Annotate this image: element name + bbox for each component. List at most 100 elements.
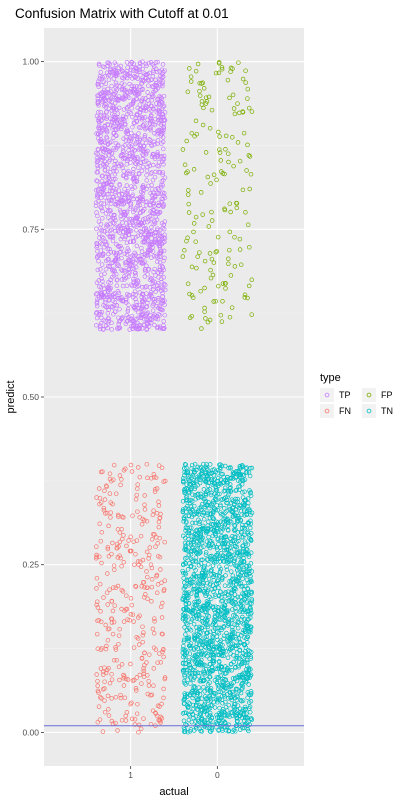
point-tn (215, 478, 221, 484)
point-fp (217, 150, 223, 155)
point-tn (235, 574, 240, 580)
point-tp (158, 118, 164, 123)
point-tp (112, 299, 118, 305)
point-tp (101, 79, 106, 84)
point-fp (218, 158, 224, 163)
point-tp (112, 105, 117, 111)
point-tn (224, 724, 230, 729)
point-tn (248, 649, 254, 655)
point-fn (98, 666, 104, 671)
point-tn (232, 563, 238, 568)
point-tn (205, 488, 211, 493)
point-fn (145, 691, 151, 697)
point-tp (135, 233, 141, 239)
point-tp (116, 319, 122, 324)
point-tp (152, 239, 157, 244)
point-tp (132, 250, 137, 256)
point-tn (234, 539, 239, 545)
point-tp (155, 259, 160, 265)
point-tp (137, 102, 143, 107)
point-fn (157, 535, 162, 541)
point-tn (212, 652, 217, 658)
point-tp (151, 208, 157, 213)
point-tn (244, 470, 250, 475)
point-tn (181, 575, 186, 581)
point-fn (134, 492, 139, 498)
point-fn (147, 545, 153, 550)
point-fn (100, 687, 106, 692)
point-tp (161, 235, 167, 240)
point-fn (134, 711, 140, 716)
point-tp (141, 307, 146, 313)
point-fp (230, 135, 235, 140)
x-tick-label: 0 (215, 770, 220, 780)
point-fn (129, 469, 135, 474)
point-tp (141, 143, 146, 149)
point-tn (214, 529, 219, 534)
point-tn (228, 519, 234, 525)
point-tp (118, 213, 124, 219)
point-tn (183, 616, 188, 622)
point-tp (126, 232, 132, 238)
point-tp (144, 304, 150, 309)
point-fn (151, 472, 157, 477)
point-tn (190, 707, 196, 712)
point-tn (187, 663, 193, 668)
point-tn (181, 639, 187, 645)
point-tn (239, 570, 244, 576)
point-tn (190, 559, 196, 564)
data-points (93, 59, 255, 735)
point-tn (246, 682, 251, 687)
point-tn (183, 601, 189, 607)
point-tn (187, 478, 192, 484)
point-tp (142, 267, 148, 272)
point-tp (103, 297, 108, 303)
point-tp (110, 293, 115, 298)
point-tp (97, 119, 102, 125)
point-fn (162, 676, 168, 682)
point-fn (101, 672, 106, 677)
point-tn (217, 712, 223, 717)
point-fn (121, 468, 127, 473)
point-tp (131, 222, 136, 228)
point-tp (125, 104, 130, 110)
point-tn (215, 507, 221, 513)
legend-key-bg (362, 388, 376, 402)
point-tp (102, 64, 107, 70)
point-fp (190, 295, 196, 300)
point-tn (193, 603, 198, 609)
point-tp (144, 172, 149, 178)
point-tp (110, 194, 115, 200)
point-tn (227, 518, 233, 524)
point-tp (159, 129, 165, 134)
point-tn (206, 541, 212, 547)
point-tp (131, 74, 137, 79)
point-tp (143, 140, 149, 146)
point-tn (223, 699, 228, 705)
point-tp (161, 222, 166, 228)
point-tn (239, 482, 245, 487)
point-tp (114, 242, 119, 247)
point-fn (159, 465, 165, 471)
point-tn (194, 591, 200, 597)
point-tp (124, 252, 130, 257)
point-tp (152, 156, 158, 162)
point-tp (128, 67, 134, 73)
point-tn (208, 596, 214, 601)
point-tp (101, 201, 106, 206)
point-tp (154, 109, 160, 115)
point-fn (133, 583, 138, 589)
point-tn (222, 677, 227, 682)
point-tp (141, 107, 146, 113)
point-tp (106, 106, 112, 111)
point-tn (246, 719, 251, 725)
point-tn (227, 689, 232, 695)
point-tp (138, 206, 144, 211)
point-fp (193, 214, 199, 220)
point-tn (190, 608, 196, 613)
point-fn (105, 602, 110, 607)
point-fn (127, 617, 132, 623)
point-tp (149, 225, 154, 230)
point-fp (238, 262, 244, 267)
